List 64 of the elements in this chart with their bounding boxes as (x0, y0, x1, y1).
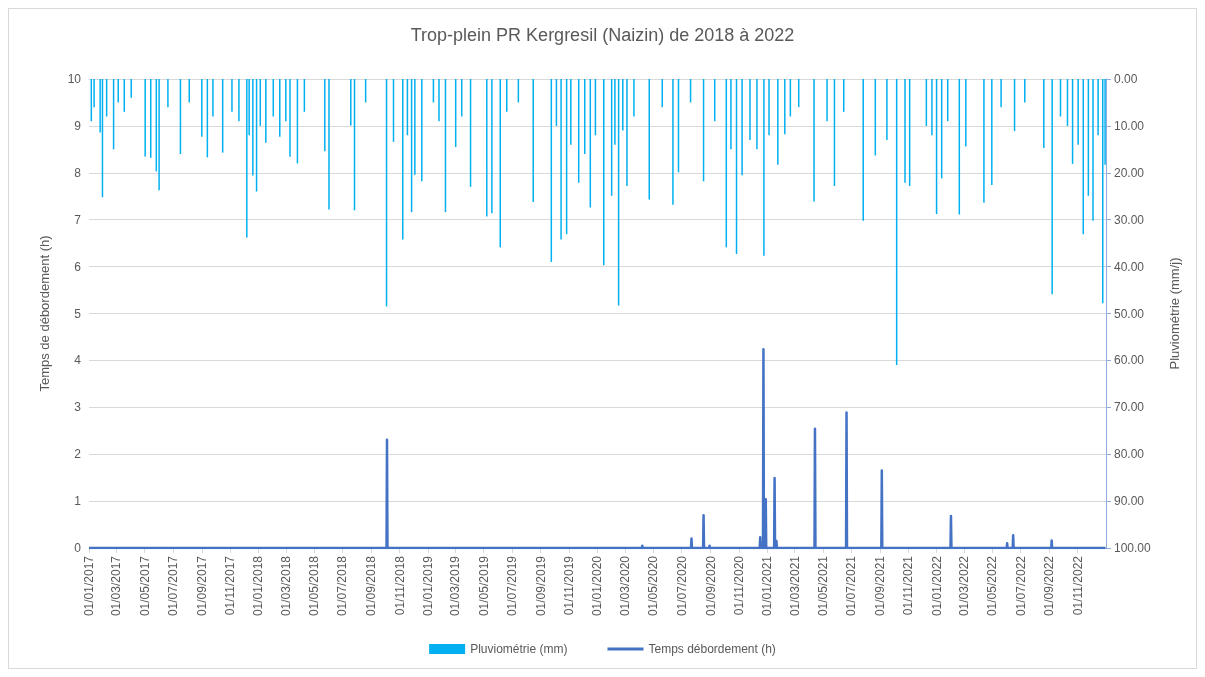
x-tick-label: 01/07/2022 (1013, 555, 1028, 617)
y-tick-label: 4 (74, 353, 82, 368)
x-tick-label: 01/05/2019 (476, 555, 491, 617)
x-tick-label: 01/11/2017 (223, 555, 238, 616)
x-tick-label: 01/11/2020 (731, 555, 746, 616)
y2-tick-label: 70.00 (1114, 400, 1145, 415)
x-tick-label: 01/11/2019 (561, 555, 576, 616)
y-tick-label: 3 (74, 400, 82, 415)
x-tick-label: 01/05/2021 (815, 555, 830, 617)
y-axis-title: Temps de débordement (h) (37, 235, 52, 392)
y2-axis-title: Pluviométrie (mm/j) (1167, 257, 1182, 370)
y2-tick-label: 10.00 (1114, 118, 1145, 133)
x-tick-label: 01/07/2019 (504, 555, 519, 617)
x-tick-label: 01/09/2017 (194, 555, 209, 617)
x-tick-label: 01/07/2020 (674, 555, 689, 617)
y-tick-label: 2 (74, 447, 82, 462)
x-tick-label: 01/03/2017 (109, 555, 124, 617)
x-tick-label: 01/07/2017 (166, 555, 181, 617)
y2-tick-label: 80.00 (1114, 447, 1145, 462)
y2-tick-label: 50.00 (1114, 306, 1145, 321)
y-tick-label: 5 (74, 306, 82, 321)
x-tick-label: 01/03/2019 (448, 555, 463, 617)
x-tick-label: 01/11/2022 (1070, 555, 1085, 616)
x-tick-label: 01/01/2019 (420, 555, 435, 617)
x-tick-label: 01/09/2020 (703, 555, 718, 617)
x-tick-label: 01/01/2017 (82, 555, 96, 617)
x-tick-label: 01/03/2020 (618, 555, 633, 617)
y-tick-label: 1 (74, 494, 82, 509)
x-tick-label: 01/05/2018 (307, 555, 322, 617)
x-tick-label: 01/01/2021 (760, 555, 775, 617)
y-tick-label: 9 (74, 118, 82, 133)
x-tick-label: 01/09/2022 (1042, 555, 1057, 617)
y-tick-label: 10 (67, 72, 82, 86)
y2-tick-label: 100.00 (1114, 541, 1152, 555)
x-tick-label: 01/09/2019 (533, 555, 548, 617)
x-tick-label: 01/03/2021 (787, 555, 802, 617)
line-series (87, 347, 1107, 550)
x-tick-label: 01/03/2022 (956, 555, 971, 617)
legend-label: Pluviométrie (mm) (470, 642, 568, 656)
y2-tick-label: 90.00 (1114, 494, 1145, 509)
x-tick-label: 01/01/2022 (929, 555, 944, 617)
x-tick-label: 01/05/2022 (985, 555, 1000, 617)
x-tick-label: 01/03/2018 (278, 555, 293, 617)
legend-label: Temps débordement (h) (648, 642, 776, 656)
x-tick-label: 01/01/2020 (590, 555, 605, 617)
y2-tick-label: 40.00 (1114, 259, 1145, 274)
x-tick-label: 01/07/2018 (335, 555, 350, 617)
y2-tick-label: 0.00 (1114, 72, 1138, 86)
chart-title: Trop-plein PR Kergresil (Naizin) de 2018 à 2022 (410, 25, 795, 45)
y-tick-label: 7 (74, 212, 82, 227)
x-tick-label: 01/11/2018 (392, 555, 407, 616)
x-tick-label: 01/09/2021 (872, 555, 887, 617)
y2-tick-label: 20.00 (1114, 165, 1145, 180)
y2-tick-label: 30.00 (1114, 212, 1145, 227)
x-tick-label: 01/05/2017 (137, 555, 152, 617)
y-tick-label: 6 (74, 259, 82, 274)
y-tick-label: 0 (74, 541, 82, 555)
x-tick-label: 01/05/2020 (646, 555, 661, 617)
y2-tick-label: 60.00 (1114, 353, 1145, 368)
y-tick-label: 8 (74, 165, 82, 180)
x-tick-label: 01/11/2021 (901, 555, 916, 616)
x-tick-label: 01/09/2018 (364, 555, 379, 617)
x-tick-label: 01/07/2021 (844, 555, 859, 617)
x-tick-label: 01/01/2018 (251, 555, 266, 617)
